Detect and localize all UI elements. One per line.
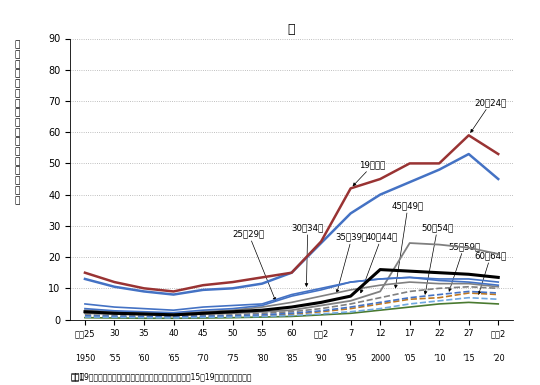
- Text: 有
配
偶
離
婚
率
（
有
配
偶
男
性
人
口
千
対
）: 有 配 偶 離 婚 率 （ 有 配 偶 男 性 人 口 千 対 ）: [15, 41, 20, 205]
- Text: 1950: 1950: [75, 354, 95, 363]
- Text: ’10: ’10: [433, 354, 446, 363]
- Text: 2000: 2000: [370, 354, 390, 363]
- Text: ’55: ’55: [108, 354, 121, 363]
- Text: 20～24歳: 20～24歳: [471, 98, 507, 132]
- Text: 30～34歳: 30～34歳: [292, 223, 324, 286]
- Text: 60～64歳: 60～64歳: [475, 251, 507, 294]
- Text: 50～54歳: 50～54歳: [422, 223, 454, 294]
- Text: 19歳以下: 19歳以下: [353, 161, 386, 186]
- Text: 45～49歳: 45～49歳: [392, 201, 424, 288]
- Text: ’05: ’05: [403, 354, 416, 363]
- Text: ’65: ’65: [167, 354, 180, 363]
- Text: 40～44歳: 40～44歳: [360, 233, 397, 293]
- Text: ’15: ’15: [462, 354, 475, 363]
- Text: ’20: ’20: [492, 354, 504, 363]
- Text: 25～29歳: 25～29歳: [233, 229, 276, 301]
- Title: 夫: 夫: [288, 23, 295, 36]
- Text: 注：19歳以下の有配偶離婚率算出に用いた有配偶人口は15～19歳の人口である。: 注：19歳以下の有配偶離婚率算出に用いた有配偶人口は15～19歳の人口である。: [70, 372, 252, 381]
- Text: ’95: ’95: [345, 354, 357, 363]
- Text: 55～59歳: 55～59歳: [448, 242, 480, 291]
- Text: ’60: ’60: [138, 354, 150, 363]
- Text: ’75: ’75: [226, 354, 239, 363]
- Text: ・・年: ・・年: [70, 373, 84, 382]
- Text: ’70: ’70: [197, 354, 210, 363]
- Text: ’80: ’80: [256, 354, 268, 363]
- Text: 35～39歳: 35～39歳: [336, 233, 368, 293]
- Text: ’90: ’90: [315, 354, 327, 363]
- Text: ’85: ’85: [285, 354, 298, 363]
